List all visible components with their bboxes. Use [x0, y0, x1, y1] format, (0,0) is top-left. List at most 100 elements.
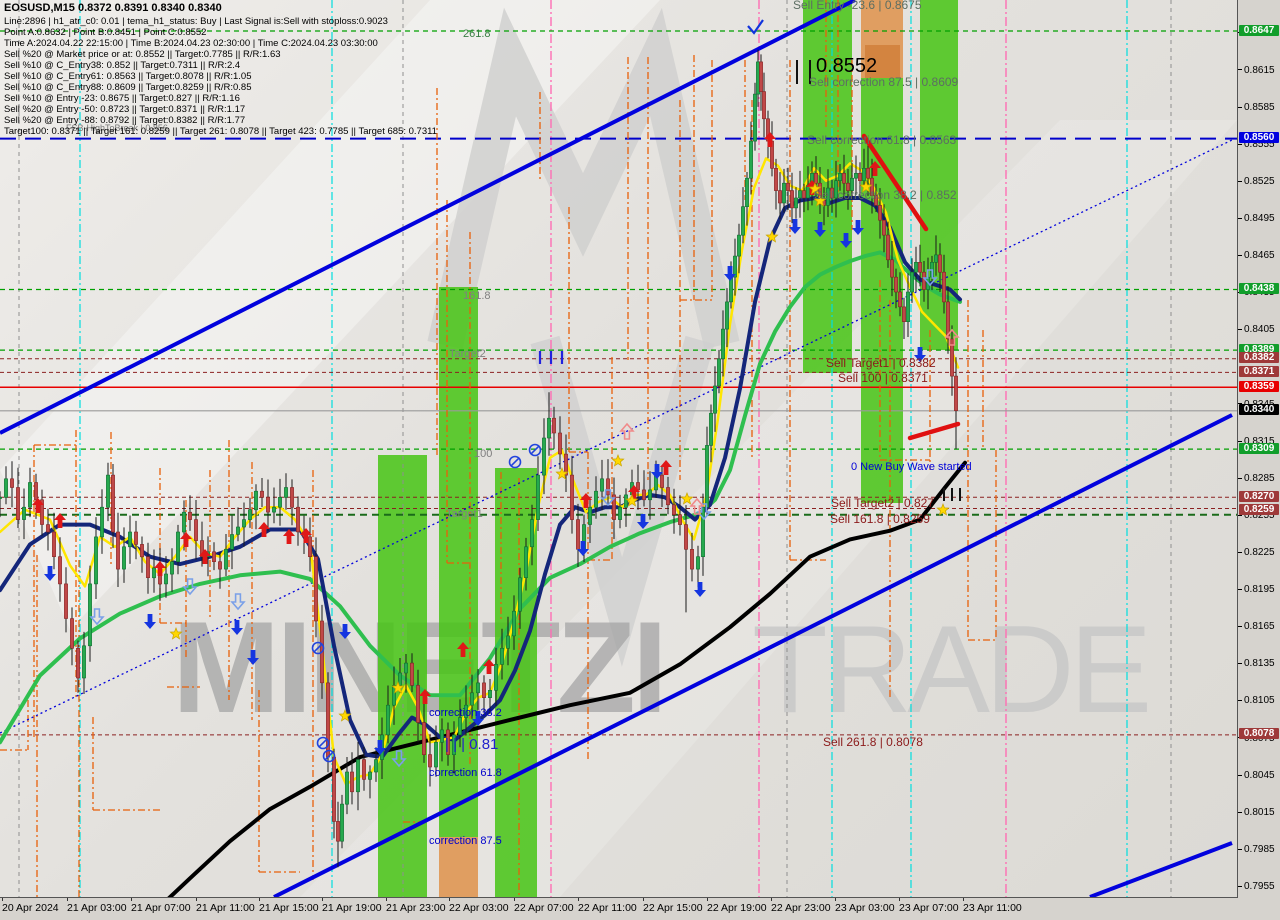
price-level-badge: 0.8382	[1239, 352, 1279, 364]
price-tick: 0.8165	[1238, 621, 1280, 632]
buy-arrow-icon	[914, 347, 926, 362]
price-level-badge: 0.8560	[1239, 132, 1279, 144]
time-tick-label: 22 Apr 23:00	[771, 902, 831, 914]
buy-arrow-icon	[789, 219, 801, 234]
signal-markers	[32, 19, 961, 768]
time-tick-mark	[835, 898, 836, 901]
time-tick-mark	[2, 898, 3, 901]
price-level-badge: 0.8438	[1239, 283, 1279, 295]
star-icon	[625, 494, 639, 507]
time-tick-label: 21 Apr 07:00	[131, 902, 191, 914]
buy-arrow-icon	[922, 269, 938, 287]
price-tick: 0.8195	[1238, 584, 1280, 595]
correction-trend-segments	[861, 133, 961, 441]
time-tick-mark	[899, 898, 900, 901]
price-level-badge: 0.8309	[1239, 442, 1279, 454]
sell-arrow-icon	[419, 689, 431, 704]
price-level-badge: 0.8359	[1239, 380, 1279, 392]
buy-arrow-icon	[724, 266, 736, 281]
time-tick-label: 20 Apr 2024	[2, 902, 59, 914]
buy-arrow-icon	[230, 593, 246, 611]
price-tick: 0.7985	[1238, 844, 1280, 855]
sell-arrow-icon	[258, 522, 270, 537]
price-tick: 0.8555	[1238, 139, 1280, 150]
buy-arrow-icon	[231, 620, 244, 635]
buy-arrow-icon	[840, 233, 852, 248]
price-tick: 0.8345	[1238, 399, 1280, 410]
time-tick-mark	[259, 898, 260, 901]
time-tick-label: 21 Apr 03:00	[67, 902, 127, 914]
sell-arrow-icon	[180, 532, 193, 547]
price-level-badge: 0.8259	[1239, 504, 1279, 516]
price-level-badge: 0.8389	[1239, 343, 1279, 355]
time-axis[interactable]: 20 Apr 2024 21 Apr 03:00 21 Apr 07:00 21 Ap…	[0, 898, 1280, 920]
star-icon	[859, 180, 873, 193]
fibo-level-lines	[0, 30, 1237, 736]
sell-arrow-icon	[764, 132, 776, 147]
sell-arrow-icon	[944, 328, 960, 346]
price-tick: 0.8405	[1238, 324, 1280, 335]
star-icon	[813, 194, 827, 207]
price-tick: 0.8135	[1238, 658, 1280, 669]
buy-arrow-icon	[182, 578, 198, 596]
watermark-logo-icon	[427, 7, 740, 667]
time-tick-mark	[771, 898, 772, 901]
time-tick-mark	[643, 898, 644, 901]
buy-arrow-icon	[89, 608, 105, 626]
time-tick-label: 21 Apr 23:00	[386, 902, 446, 914]
sell-arrow-icon	[869, 161, 881, 176]
watermark-light: TRADE	[752, 601, 1148, 739]
price-tick: 0.8615	[1238, 65, 1280, 76]
no-entry-icon	[322, 749, 336, 763]
trend-channel-lines	[0, 0, 1233, 897]
star-icon	[611, 454, 625, 467]
time-tick-mark	[963, 898, 964, 901]
price-tick: 0.7955	[1238, 881, 1280, 892]
price-tick: 0.8255	[1238, 510, 1280, 521]
check-mark-icon	[747, 19, 764, 35]
price-tick: 0.8015	[1238, 807, 1280, 818]
time-tick-mark	[449, 898, 450, 901]
price-axis[interactable]: 0.86450.86150.85850.85550.85250.84950.84…	[1238, 0, 1280, 897]
star-icon	[765, 230, 779, 243]
time-tick-label: 23 Apr 07:00	[899, 902, 959, 914]
price-tick: 0.8525	[1238, 176, 1280, 187]
buy-arrow-icon	[600, 489, 616, 507]
time-tick-mark	[131, 898, 132, 901]
price-level-badge: 0.8647	[1239, 24, 1279, 36]
buy-arrow-icon	[44, 566, 56, 581]
time-tick-label: 21 Apr 11:00	[196, 902, 255, 914]
time-tick-mark	[67, 898, 68, 901]
price-level-badge: 0.8340	[1239, 404, 1279, 416]
star-icon	[936, 503, 950, 516]
price-tick: 0.8105	[1238, 695, 1280, 706]
sell-arrow-icon	[689, 497, 705, 515]
time-tick-mark	[514, 898, 515, 901]
chart-plot-area[interactable]: MINETZI TRADE 261.8161.8Target2100Target…	[0, 0, 1238, 898]
star-icon	[391, 681, 405, 694]
sell-arrow-icon	[483, 659, 495, 674]
time-tick-label: 21 Apr 15:00	[259, 902, 319, 914]
time-tick-mark	[386, 898, 387, 901]
sell-arrow-icon	[154, 561, 167, 576]
sell-arrow-icon	[199, 549, 212, 564]
buy-arrow-icon	[472, 711, 484, 726]
star-icon	[338, 709, 352, 722]
time-tick-label: 22 Apr 11:00	[578, 902, 637, 914]
buy-arrow-icon	[144, 614, 157, 629]
buy-arrow-icon	[577, 541, 589, 556]
time-tick-label: 22 Apr 19:00	[707, 902, 767, 914]
time-tick-mark	[322, 898, 323, 901]
no-entry-icon	[316, 736, 330, 750]
time-tick-mark	[578, 898, 579, 901]
time-tick-label: 23 Apr 03:00	[835, 902, 895, 914]
price-tick: 0.8585	[1238, 102, 1280, 113]
buy-arrow-icon	[374, 740, 386, 755]
time-tick-mark	[196, 898, 197, 901]
price-level-badge: 0.8270	[1239, 490, 1279, 502]
sell-arrow-icon	[300, 528, 312, 543]
ma-mid-navy	[0, 196, 962, 760]
buy-arrow-icon	[694, 582, 706, 597]
buy-arrow-icon	[852, 220, 864, 235]
